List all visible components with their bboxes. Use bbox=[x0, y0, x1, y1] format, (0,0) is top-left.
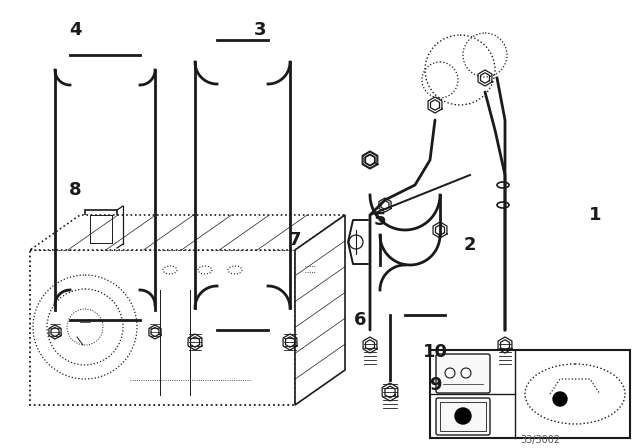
Text: 3: 3 bbox=[253, 21, 266, 39]
Text: 8: 8 bbox=[68, 181, 81, 199]
Text: 10: 10 bbox=[422, 343, 447, 361]
Text: 6: 6 bbox=[354, 311, 366, 329]
Text: 4: 4 bbox=[68, 21, 81, 39]
Text: 1: 1 bbox=[589, 206, 601, 224]
Bar bbox=[30, 250, 295, 405]
Circle shape bbox=[455, 408, 471, 424]
Circle shape bbox=[553, 392, 567, 406]
Polygon shape bbox=[295, 215, 345, 405]
FancyBboxPatch shape bbox=[436, 398, 490, 435]
Bar bbox=[85, 210, 117, 248]
Polygon shape bbox=[30, 215, 345, 250]
FancyBboxPatch shape bbox=[436, 354, 490, 393]
Text: 2: 2 bbox=[464, 236, 476, 254]
Bar bbox=[430, 350, 630, 438]
Bar bbox=[440, 402, 486, 431]
Text: 5: 5 bbox=[374, 211, 387, 229]
Text: 7: 7 bbox=[289, 231, 301, 249]
Text: 33/3002: 33/3002 bbox=[520, 435, 560, 445]
Text: 9: 9 bbox=[429, 376, 441, 394]
